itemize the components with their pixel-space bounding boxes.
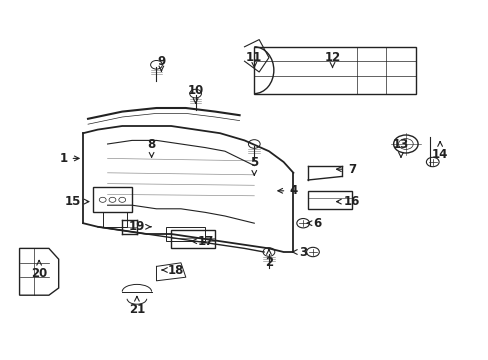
Text: 11: 11: [245, 51, 262, 67]
Text: 2: 2: [264, 249, 272, 269]
Text: 15: 15: [65, 195, 89, 208]
Text: 6: 6: [306, 217, 321, 230]
Text: 20: 20: [31, 260, 47, 280]
Text: 9: 9: [157, 55, 165, 71]
Text: 13: 13: [392, 138, 408, 157]
Text: 14: 14: [431, 141, 447, 161]
Text: 8: 8: [147, 138, 155, 157]
Text: 17: 17: [191, 235, 213, 248]
Text: 5: 5: [250, 156, 258, 175]
Text: 4: 4: [277, 184, 297, 197]
Text: 12: 12: [324, 51, 340, 67]
Text: 19: 19: [128, 220, 150, 233]
Text: 3: 3: [292, 246, 306, 258]
Text: 7: 7: [336, 163, 355, 176]
Text: 18: 18: [162, 264, 184, 276]
Text: 10: 10: [187, 84, 203, 103]
Text: 16: 16: [336, 195, 360, 208]
Text: 21: 21: [128, 296, 145, 316]
Text: 1: 1: [60, 152, 79, 165]
